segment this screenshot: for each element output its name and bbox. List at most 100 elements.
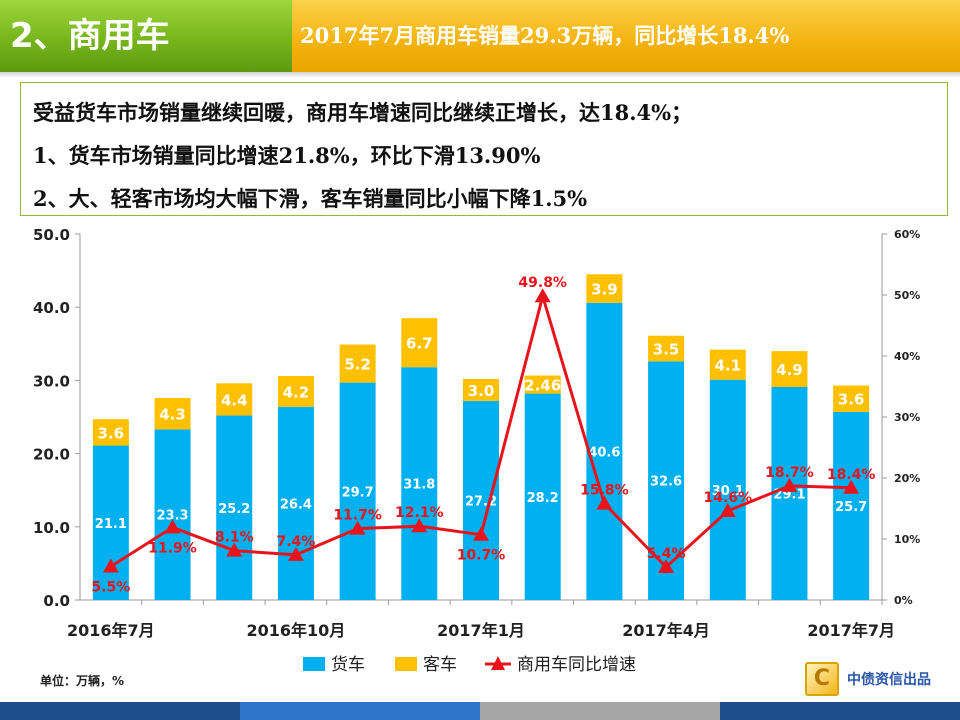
bus-value-label: 3.5: [653, 341, 680, 359]
legend-truck-label: 货车: [331, 655, 365, 675]
y-left-tick-label: 30.0: [33, 372, 70, 390]
growth-value-label: 15.8%: [580, 483, 629, 499]
growth-value-label: 5.4%: [647, 546, 686, 562]
growth-value-label: 18.4%: [827, 467, 876, 483]
x-tick-label: 2017年4月: [622, 621, 710, 640]
growth-marker: [164, 519, 181, 534]
y-left-tick-label: 10.0: [33, 519, 70, 537]
growth-marker: [658, 559, 675, 574]
bus-value-label: 3.6: [98, 424, 125, 442]
bus-bar: [154, 397, 191, 430]
bus-bar: [463, 378, 499, 401]
x-tick-label: 2016年7月: [67, 621, 155, 640]
y-left-tick-label: 50.0: [33, 226, 70, 244]
summary-line: 受益货车市场销量继续回暖，商用车增速同比继续正增长，达18.4%；: [33, 100, 693, 125]
x-tick-label: 2016年10月: [247, 621, 346, 640]
y-right-tick-label: 60%: [894, 228, 920, 241]
bus-value-label: 3.0: [468, 382, 495, 400]
truck-value-label: 23.3: [156, 509, 188, 524]
truck-bar: [463, 400, 499, 600]
bus-bar: [771, 351, 808, 387]
bottom-bar-segment: [720, 702, 960, 720]
growth-value-label: 5.5%: [91, 579, 130, 595]
truck-bar: [771, 386, 808, 600]
growth-marker: [843, 479, 860, 494]
section-title: 2、商用车: [0, 0, 292, 72]
growth-value-label: 18.7%: [765, 465, 814, 481]
growth-marker: [781, 477, 798, 492]
legend-growth-label: 商用车同比增速: [517, 655, 636, 675]
truck-value-label: 29.1: [773, 487, 805, 502]
y-left-tick-label: 40.0: [33, 299, 70, 317]
truck-bar: [524, 393, 561, 600]
legend-truck-swatch: [303, 657, 325, 671]
bus-value-label: 4.1: [714, 357, 741, 375]
growth-value-label: 11.9%: [148, 540, 197, 556]
bus-value-label: 4.3: [159, 406, 186, 424]
growth-marker: [596, 495, 613, 510]
growth-value-label: 10.7%: [457, 548, 506, 564]
growth-value-label: 49.8%: [518, 275, 567, 291]
bus-bar: [277, 376, 314, 407]
sales-chart: 0.0 10.0 20.0 30.0 40.0 50.0 0% 10% 20% 30% 40% 50%…: [33, 226, 920, 675]
growth-marker: [102, 558, 119, 573]
bottom-bar-segment: [480, 702, 720, 720]
bottom-bar-segment: [240, 702, 480, 720]
growth-marker: [226, 542, 243, 557]
y-right-tick-label: 10%: [894, 533, 920, 546]
bus-bar: [216, 383, 253, 416]
bus-bar: [648, 335, 685, 362]
truck-bar: [277, 406, 314, 600]
x-tick-label: 2017年7月: [807, 621, 895, 640]
truck-value-label: 40.6: [588, 445, 620, 460]
bus-bar: [709, 349, 746, 380]
truck-value-label: 21.1: [95, 517, 127, 532]
bus-bar: [833, 385, 870, 412]
truck-bar: [216, 415, 253, 600]
bus-value-label: 3.6: [838, 391, 865, 409]
unit-note: 单位：万辆，%: [40, 674, 125, 688]
truck-bar: [833, 411, 870, 600]
bottom-bar-segment: [0, 702, 240, 720]
truck-value-label: 26.4: [280, 497, 312, 512]
legend-bus-swatch: [395, 657, 417, 671]
bus-value-label: 3.9: [591, 281, 618, 299]
legend-bus-label: 客车: [423, 655, 457, 675]
growth-marker: [534, 288, 551, 303]
y-left-tick-label: 0.0: [43, 592, 70, 610]
bus-value-label: 2.46: [524, 377, 561, 395]
truck-value-label: 25.7: [835, 500, 867, 515]
brand-logo-icon: C: [805, 662, 839, 696]
bus-bar: [401, 318, 438, 368]
brand: C 中债资信出品: [805, 662, 931, 696]
truck-bar: [709, 379, 746, 600]
growth-marker: [411, 518, 428, 533]
bottom-bar: [0, 702, 960, 720]
y-right-tick-label: 40%: [894, 350, 920, 363]
growth-marker: [473, 526, 489, 541]
bus-value-label: 4.9: [776, 361, 803, 379]
summary-box: 受益货车市场销量继续回暖，商用车增速同比继续正增长，达18.4%； 1、货车市场…: [20, 82, 948, 216]
truck-bar: [401, 367, 438, 600]
y-right-tick-label: 0%: [894, 594, 913, 607]
y-right-tick-label: 20%: [894, 472, 920, 485]
truck-bar: [339, 382, 376, 600]
header-shadow: [0, 72, 960, 78]
x-tick-label: 2017年1月: [437, 621, 525, 640]
headline: 2017年7月商用车销量29.3万辆，同比增长18.4%: [292, 0, 960, 72]
y-right-tick-label: 50%: [894, 289, 920, 302]
growth-marker: [287, 546, 304, 561]
growth-value-label: 8.1%: [215, 530, 254, 546]
bus-bar: [586, 274, 623, 303]
truck-bar: [154, 429, 191, 600]
truck-value-label: 31.8: [403, 478, 435, 493]
truck-bar: [586, 302, 623, 600]
bus-bar: [92, 419, 129, 446]
growth-value-label: 14.6%: [703, 490, 752, 506]
bus-value-label: 4.2: [283, 383, 310, 401]
growth-value-label: 11.7%: [333, 508, 382, 524]
y-right-tick-label: 30%: [894, 411, 920, 424]
truck-value-label: 32.6: [650, 475, 682, 490]
summary-line: 2、大、轻客市场均大幅下滑，客车销量同比小幅下降1.5%: [33, 186, 588, 211]
bus-value-label: 4.4: [221, 391, 248, 409]
